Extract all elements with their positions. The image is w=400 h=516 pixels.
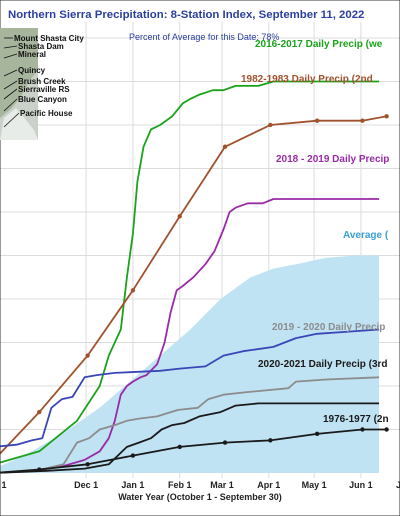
x-tick-label: Jul 1 — [396, 480, 400, 490]
series-labels: 2016-2017 Daily Precip (we 1982-1983 Dail… — [241, 39, 389, 425]
station-leader — [3, 53, 18, 59]
map-terrain — [0, 28, 38, 118]
x-tick-label: May 1 — [302, 480, 327, 490]
series-marker — [130, 288, 136, 293]
series-label: 1976-1977 (2n — [323, 414, 389, 425]
series-line — [0, 428, 387, 474]
series-marker — [360, 118, 365, 123]
station-leader — [3, 112, 20, 128]
series-area-average — [0, 255, 380, 473]
series-marker — [222, 440, 228, 445]
x-tick-label: Feb 1 — [168, 480, 192, 490]
series-marker — [314, 431, 320, 437]
series-lines — [0, 80, 389, 474]
station-label: Shasta Dam — [18, 42, 64, 51]
x-tick-label: Dec 1 — [74, 480, 98, 490]
x-tick-label: Jan 1 — [121, 480, 144, 490]
series-marker — [384, 427, 389, 432]
station-label: Mineral — [18, 50, 46, 59]
series-line — [0, 376, 380, 474]
series-marker — [37, 467, 42, 472]
series-label: 2020-2021 Daily Precip (3rd — [258, 359, 388, 370]
series-marker — [85, 462, 90, 467]
x-tick-label: 1 — [1, 480, 6, 490]
map-valley — [0, 108, 38, 140]
series-line — [0, 198, 380, 474]
station-leader — [3, 80, 18, 90]
series-marker — [314, 118, 320, 123]
average-area — [0, 255, 380, 473]
series-line — [0, 115, 387, 455]
series-label: Average ( — [343, 230, 389, 241]
series-marker — [177, 214, 182, 219]
station-label: Blue Canyon — [18, 95, 67, 104]
x-tick-label: Mar 1 — [210, 480, 234, 490]
series-marker — [37, 409, 42, 415]
station-label: Pacific House — [20, 109, 73, 118]
x-axis-label: Water Year (October 1 - September 30) — [118, 492, 282, 502]
station-leader — [3, 98, 18, 112]
series-line — [0, 402, 380, 474]
series-label: 2018 - 2019 Daily Precip — [276, 154, 389, 165]
series-marker — [130, 453, 136, 458]
series-marker — [268, 438, 273, 443]
series-label: 1982-1983 Daily Precip (2nd — [241, 74, 373, 85]
series-marker — [360, 427, 365, 432]
series-line — [0, 80, 380, 464]
station-leader — [3, 69, 18, 77]
x-axis-ticks: 1 Dec 1 Jan 1 Feb 1 Mar 1 Apr 1 May 1 Jun 1 Jul … — [1, 480, 400, 490]
x-tick-label: Jun 1 — [349, 480, 373, 490]
station-leader — [3, 88, 18, 100]
series-marker — [268, 122, 273, 128]
series-marker — [177, 444, 182, 450]
station-label: Brush Creek — [18, 77, 66, 86]
x-tick-label: Apr 1 — [257, 480, 280, 490]
series-marker — [222, 144, 228, 149]
series-label: 2019 - 2020 Daily Precip — [272, 322, 385, 333]
station-leader — [3, 45, 18, 49]
series-marker — [384, 114, 389, 119]
station-label: Quincy — [18, 66, 46, 75]
series-marker — [85, 353, 90, 358]
chart-title: Northern Sierra Precipitation: 8-Station… — [8, 9, 364, 21]
series-line — [0, 328, 380, 448]
station-label: Mount Shasta City — [14, 34, 84, 43]
station-label: Sierraville RS — [18, 85, 70, 94]
series-label: 2016-2017 Daily Precip (we — [255, 39, 383, 50]
chart-subtitle: Percent of Average for this Date: 78% — [129, 32, 279, 42]
